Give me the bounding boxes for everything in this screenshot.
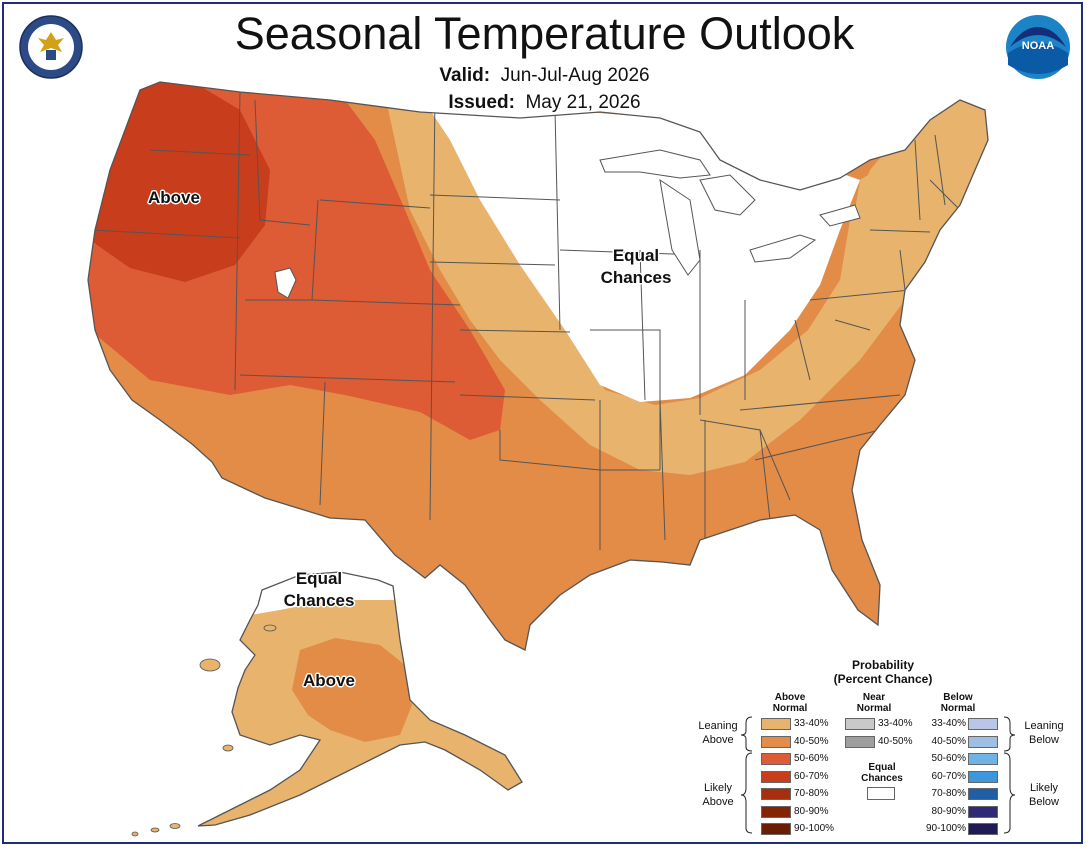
great-lakes bbox=[599, 149, 861, 276]
svg-text:NOAA: NOAA bbox=[1022, 40, 1054, 52]
aleutian-islands bbox=[131, 624, 277, 837]
issued-label: Issued: bbox=[448, 92, 515, 113]
label-above-conus: Above bbox=[148, 188, 200, 207]
label-ec-conus: Equal Chances bbox=[600, 246, 672, 287]
valid-line: Valid: Jun-Jul-Aug 2026 bbox=[0, 65, 1089, 87]
issued-value: May 21, 2026 bbox=[525, 92, 641, 113]
valid-label: Valid: bbox=[439, 65, 491, 86]
seal-icon bbox=[19, 15, 83, 79]
label-above-alaska: Above bbox=[303, 671, 355, 690]
label-ec-alaska: Equal Chances bbox=[283, 569, 355, 610]
issued-line: Issued: May 21, 2026 bbox=[0, 92, 1089, 114]
state-boundaries bbox=[91, 91, 961, 550]
valid-value: Jun-Jul-Aug 2026 bbox=[500, 65, 650, 86]
great-salt-lake bbox=[274, 267, 297, 299]
page-title: Seasonal Temperature Outlook bbox=[234, 8, 855, 59]
noaa-logo-icon: NOAA bbox=[1006, 15, 1070, 79]
